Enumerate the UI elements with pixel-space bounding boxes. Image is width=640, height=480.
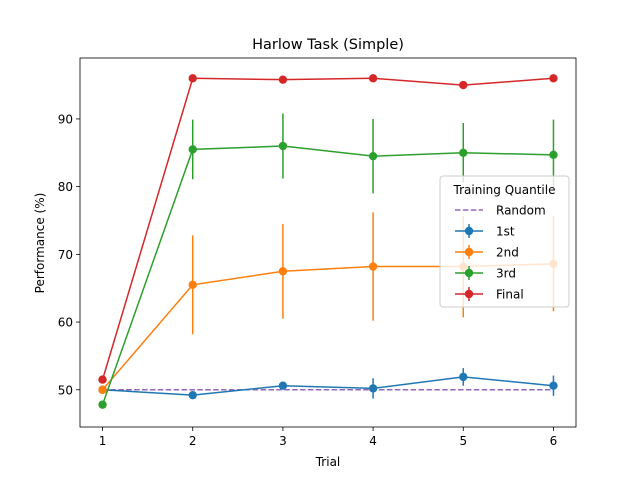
legend-title: Training Quantile xyxy=(453,183,556,197)
legend-label-random: Random xyxy=(496,204,546,218)
x-tick-label-2: 2 xyxy=(189,434,197,448)
legend-label-final: Final xyxy=(496,288,524,302)
point-1st-6 xyxy=(549,381,558,390)
point-2nd-4 xyxy=(368,262,378,271)
chart-title: Harlow Task (Simple) xyxy=(252,37,404,53)
x-tick-label-6: 6 xyxy=(550,434,558,448)
series-line-final xyxy=(101,77,554,380)
legend-label-3rd: 3rd xyxy=(496,267,516,281)
point-3rd-3 xyxy=(278,141,288,151)
point-3rd-6 xyxy=(549,150,558,160)
x-tick-label-4: 4 xyxy=(369,434,377,448)
point-3rd-5 xyxy=(459,148,468,157)
point-1st-5 xyxy=(459,372,468,382)
legend: Training Quantile Random 1st 2nd 3rd Final xyxy=(439,175,570,308)
point-3rd-1 xyxy=(98,400,107,409)
point-2nd-2 xyxy=(188,280,197,290)
y-tick-label-60: 60 xyxy=(58,316,73,330)
x-tick-label-5: 5 xyxy=(459,434,467,448)
legend-label-1st: 1st xyxy=(496,225,515,239)
y-tick-label-50: 50 xyxy=(58,383,73,397)
legend-handle-marker-1st xyxy=(464,226,474,236)
point-1st-3 xyxy=(278,381,288,390)
legend-label-2nd: 2nd xyxy=(496,246,519,260)
y-tick-label-90: 90 xyxy=(58,112,73,126)
point-final-5 xyxy=(459,80,468,90)
legend-handle-marker-final xyxy=(464,289,474,299)
point-final-3 xyxy=(278,75,288,84)
point-final-1 xyxy=(98,375,107,384)
point-3rd-4 xyxy=(368,151,378,161)
x-axis-label: Trial xyxy=(315,455,341,469)
y-tick-label-70: 70 xyxy=(58,248,73,262)
x-tick-label-1: 1 xyxy=(99,434,107,448)
legend-handle-marker-3rd xyxy=(464,268,474,278)
point-2nd-3 xyxy=(278,267,288,276)
legend-handle-marker-2nd xyxy=(464,247,474,257)
point-1st-2 xyxy=(188,390,197,400)
point-2nd-1 xyxy=(98,385,107,394)
point-1st-4 xyxy=(368,384,378,393)
point-final-4 xyxy=(368,74,378,83)
series-line-3rd xyxy=(101,145,554,405)
y-axis-label: Performance (%) xyxy=(33,193,47,294)
x-tick-label-3: 3 xyxy=(279,434,287,448)
axes-frame xyxy=(79,57,577,428)
point-3rd-2 xyxy=(188,145,197,154)
point-final-2 xyxy=(188,74,197,83)
point-final-6 xyxy=(549,74,558,83)
y-tick-label-80: 80 xyxy=(58,180,73,194)
series-line-1st xyxy=(102,376,554,396)
